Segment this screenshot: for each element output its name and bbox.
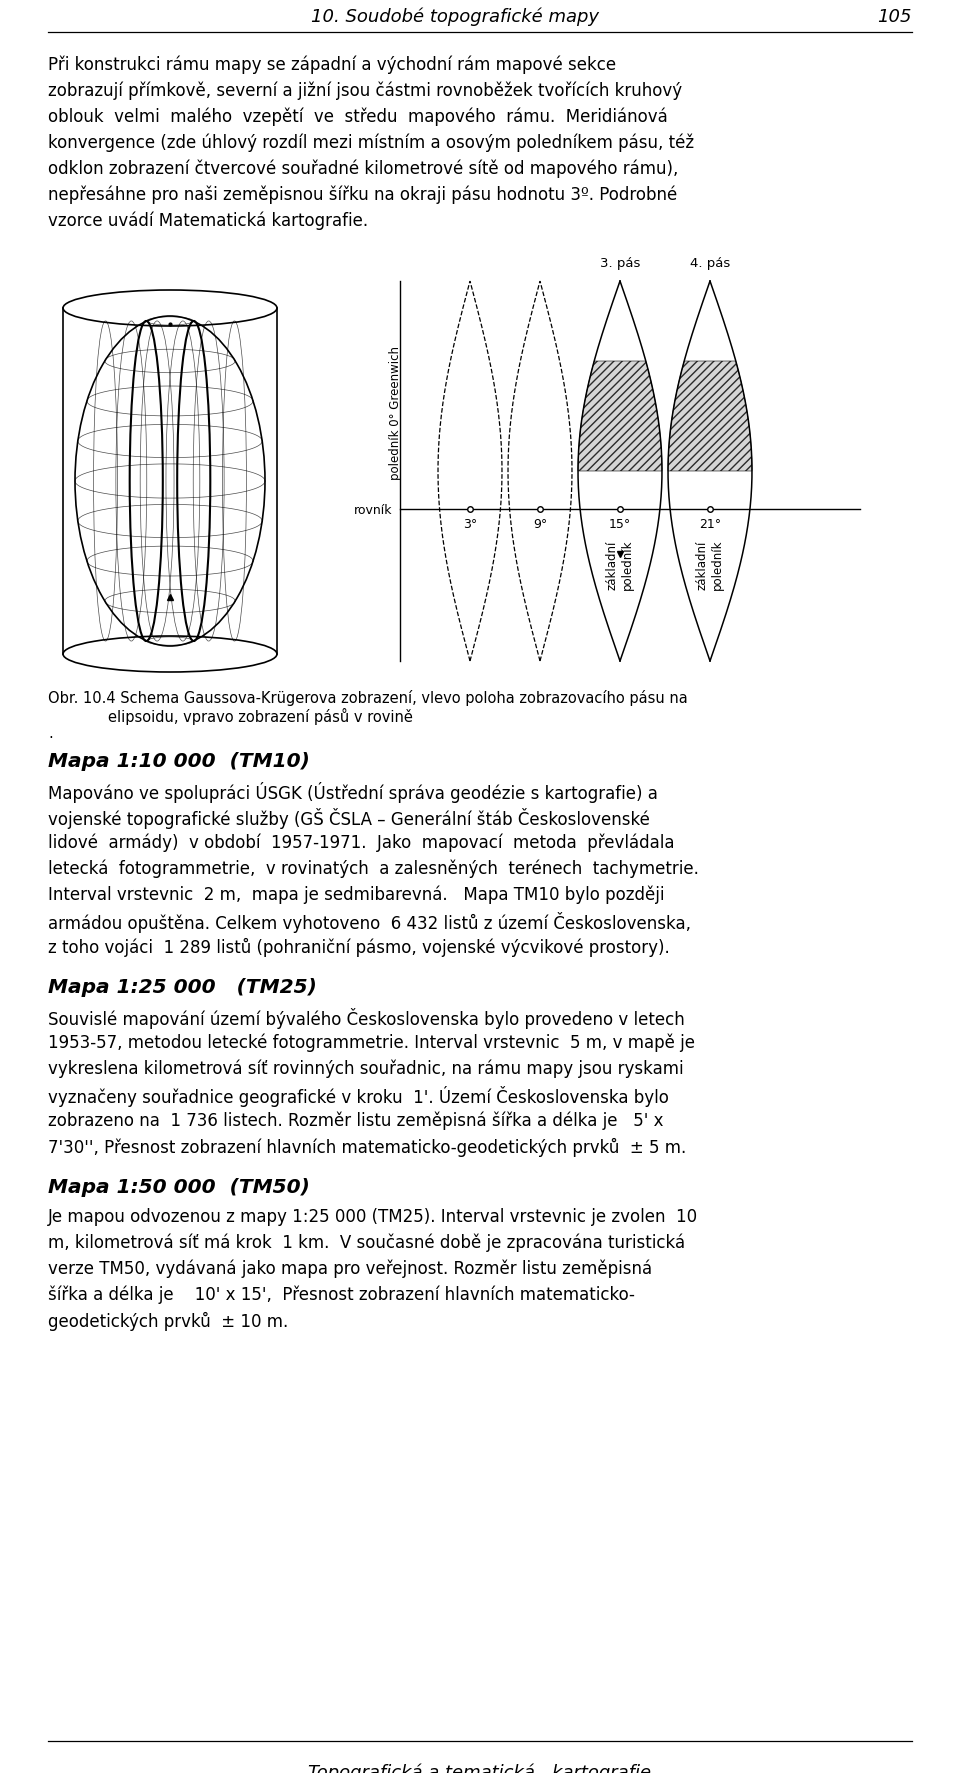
Text: Souvislé mapování území bývalého Československa bylo provedeno v letech: Souvislé mapování území bývalého Českosl… (48, 1007, 684, 1028)
Text: elipsoidu, vpravo zobrazení pásů v rovině: elipsoidu, vpravo zobrazení pásů v rovin… (108, 707, 413, 725)
Text: 105: 105 (877, 9, 912, 27)
Text: základní
poledník: základní poledník (696, 539, 724, 590)
Text: 15°: 15° (609, 518, 631, 530)
Text: základní
poledník: základní poledník (606, 539, 634, 590)
Text: .: . (48, 725, 53, 741)
Text: Při konstrukci rámu mapy se západní a východní rám mapové sekce: Při konstrukci rámu mapy se západní a vý… (48, 55, 616, 73)
Text: 10. Soudobé topografické mapy: 10. Soudobé topografické mapy (311, 7, 599, 27)
Text: vyznačeny souřadnice geografické v kroku  1'. Území Československa bylo: vyznačeny souřadnice geografické v kroku… (48, 1085, 669, 1106)
Text: verze TM50, vydávaná jako mapa pro veřejnost. Rozměr listu zeměpisná: verze TM50, vydávaná jako mapa pro veřej… (48, 1259, 652, 1278)
Text: 3. pás: 3. pás (600, 257, 640, 269)
Text: Mapa 1:25 000   (TM25): Mapa 1:25 000 (TM25) (48, 977, 317, 996)
Text: zobrazeno na  1 736 listech. Rozměr listu zeměpisná šířka a délka je   5' x: zobrazeno na 1 736 listech. Rozměr listu… (48, 1112, 663, 1129)
Text: 7'30'', Přesnost zobrazení hlavních matematicko-geodetických prvků  ± 5 m.: 7'30'', Přesnost zobrazení hlavních mate… (48, 1136, 686, 1156)
Text: Mapováno ve spolupráci ÚSGK (Ústřední správa geodézie s kartografie) a: Mapováno ve spolupráci ÚSGK (Ústřední sp… (48, 782, 658, 803)
Text: Obr. 10.4 Schema Gaussova-Krügerova zobrazení, vlevo poloha zobrazovacího pásu n: Obr. 10.4 Schema Gaussova-Krügerova zobr… (48, 690, 687, 706)
Text: 21°: 21° (699, 518, 721, 530)
Text: Interval vrstevnic  2 m,  mapa je sedmibarevná.   Mapa TM10 bylo později: Interval vrstevnic 2 m, mapa je sedmibar… (48, 885, 664, 904)
Text: konvergence (zde úhlový rozdíl mezi místním a osovým poledníkem pásu, též: konvergence (zde úhlový rozdíl mezi míst… (48, 133, 694, 151)
Text: letecká  fotogrammetrie,  v rovinatých  a zalesněných  terénech  tachymetrie.: letecká fotogrammetrie, v rovinatých a z… (48, 860, 699, 878)
Text: m, kilometrová síť má krok  1 km.  V současné době je zpracována turistická: m, kilometrová síť má krok 1 km. V souča… (48, 1234, 685, 1252)
Text: rovník: rovník (353, 504, 392, 516)
Text: 3°: 3° (463, 518, 477, 530)
Text: 1953-57, metodou letecké fotogrammetrie. Interval vrstevnic  5 m, v mapě je: 1953-57, metodou letecké fotogrammetrie.… (48, 1034, 695, 1051)
Text: 9°: 9° (533, 518, 547, 530)
Polygon shape (668, 362, 752, 472)
Text: vojenské topografické služby (GŠ ČSLA – Generální štáb Československé: vojenské topografické služby (GŠ ČSLA – … (48, 807, 650, 828)
Text: vykreslena kilometrová síť rovinných souřadnic, na rámu mapy jsou ryskami: vykreslena kilometrová síť rovinných sou… (48, 1060, 684, 1078)
Text: lidové  armády)  v období  1957-1971.  Jako  mapovací  metoda  převládala: lidové armády) v období 1957-1971. Jako … (48, 833, 675, 853)
Text: oblouk  velmi  malého  vzepětí  ve  středu  mapového  rámu.  Meridiánová: oblouk velmi malého vzepětí ve středu ma… (48, 106, 668, 126)
Text: 4. pás: 4. pás (690, 257, 731, 269)
Text: šířka a délka je    10' x 15',  Přesnost zobrazení hlavních matematicko-: šířka a délka je 10' x 15', Přesnost zob… (48, 1285, 635, 1303)
Text: zobrazují přímkově, severní a jižní jsou částmi rovnoběžek tvořících kruhový: zobrazují přímkově, severní a jižní jsou… (48, 82, 683, 99)
Text: Mapa 1:50 000  (TM50): Mapa 1:50 000 (TM50) (48, 1177, 310, 1197)
Text: nepřesáhne pro naši zeměpisnou šířku na okraji pásu hodnotu 3º. Podrobné: nepřesáhne pro naši zeměpisnou šířku na … (48, 184, 677, 204)
Text: Topografická a tematická   kartografie: Topografická a tematická kartografie (308, 1762, 652, 1773)
Text: geodetických prvků  ± 10 m.: geodetických prvků ± 10 m. (48, 1312, 288, 1330)
Text: odklon zobrazení čtvercové souřadné kilometrové sítě od mapového rámu),: odklon zobrazení čtvercové souřadné kilo… (48, 160, 679, 177)
Text: Mapa 1:10 000  (TM10): Mapa 1:10 000 (TM10) (48, 752, 310, 771)
Text: armádou opuštěna. Celkem vyhotoveno  6 432 listů z území Československa,: armádou opuštěna. Celkem vyhotoveno 6 43… (48, 911, 691, 933)
Polygon shape (578, 362, 662, 472)
Text: vzorce uvádí Matematická kartografie.: vzorce uvádí Matematická kartografie. (48, 211, 368, 229)
Text: poledník 0° Greenwich: poledník 0° Greenwich (389, 346, 401, 480)
Text: z toho vojáci  1 289 listů (pohraniční pásmo, vojenské výcvikové prostory).: z toho vojáci 1 289 listů (pohraniční pá… (48, 938, 670, 957)
Text: Je mapou odvozenou z mapy 1:25 000 (TM25). Interval vrstevnic je zvolen  10: Je mapou odvozenou z mapy 1:25 000 (TM25… (48, 1207, 698, 1225)
